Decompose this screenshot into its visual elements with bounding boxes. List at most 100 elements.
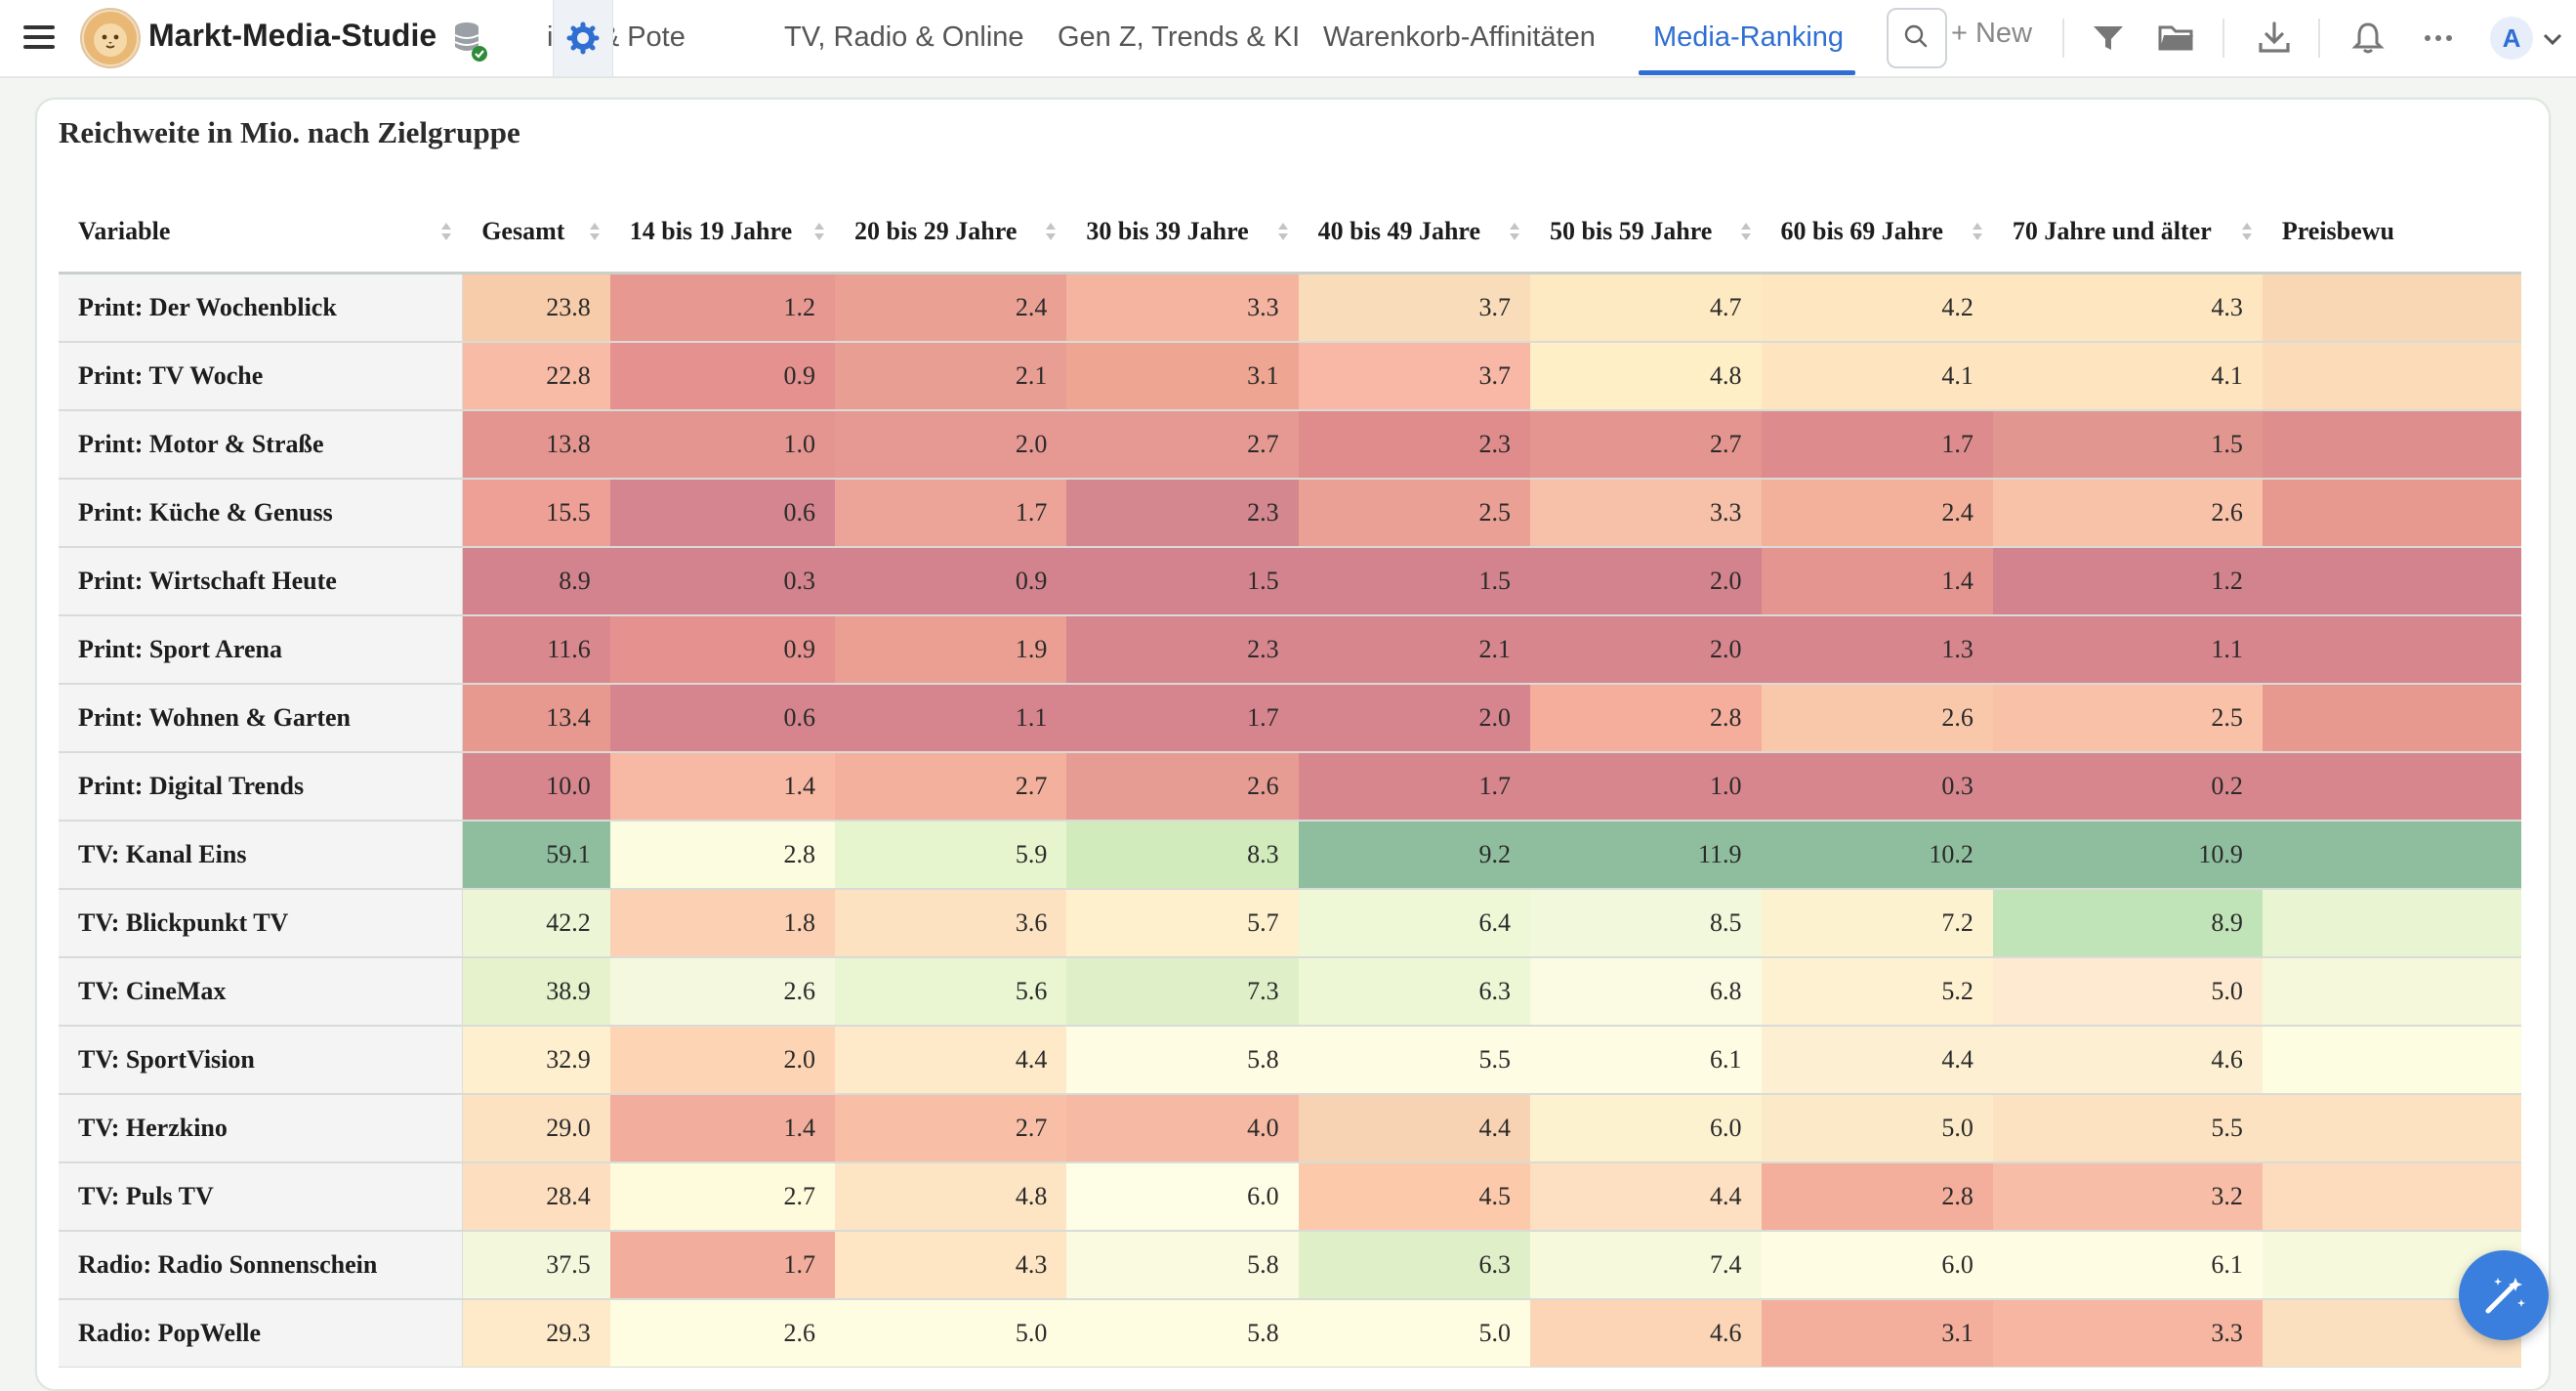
table-cell: 3.3 bbox=[1066, 273, 1299, 343]
data-table-viewport[interactable]: Variable Gesamt 14 bis 19 Jahre 20 bis 29 J… bbox=[59, 191, 2521, 1368]
table-cell: 5.0 bbox=[1761, 1094, 1993, 1163]
table-cell: 1.3 bbox=[1761, 615, 1993, 685]
table-cell: 1.8 bbox=[609, 889, 835, 958]
tab-genz-trends-ki[interactable]: Gen Z, Trends & KI bbox=[1058, 21, 1301, 53]
table-cell: 6.1 bbox=[1992, 1231, 2263, 1300]
row-label: Print: Sport Arena bbox=[59, 615, 463, 685]
table-cell: 0.6 bbox=[609, 684, 835, 753]
table-row[interactable]: TV: CineMax 38.9 2.6 5.6 7.3 6.3 6.8 5.2 5.0 bbox=[59, 957, 2521, 1027]
tab-media-ranking[interactable]: Media-Ranking bbox=[1653, 21, 1845, 53]
table-cell: 0.3 bbox=[1761, 752, 1993, 822]
table-cell: 2.6 bbox=[1761, 684, 1993, 753]
sort-icon[interactable] bbox=[1740, 221, 1752, 242]
table-cell bbox=[2262, 1162, 2521, 1232]
folder-icon[interactable] bbox=[2156, 18, 2197, 59]
table-cell bbox=[2262, 273, 2521, 343]
magic-wand-button[interactable] bbox=[2459, 1250, 2549, 1340]
table-cell: 5.5 bbox=[1992, 1094, 2263, 1163]
table-cell: 13.4 bbox=[462, 684, 610, 753]
top-bar: Markt-Media-Studie iten & Pote TV, Radio… bbox=[0, 0, 2576, 78]
avatar[interactable]: A bbox=[2490, 17, 2533, 60]
ellipsis-icon[interactable] bbox=[2418, 18, 2459, 59]
sort-icon[interactable] bbox=[1277, 221, 1289, 242]
table-cell: 7.4 bbox=[1529, 1231, 1762, 1300]
table-row[interactable]: TV: SportVision 32.9 2.0 4.4 5.8 5.5 6.1 4.4 4.6 bbox=[59, 1026, 2521, 1095]
table-row[interactable]: Radio: PopWelle 29.3 2.6 5.0 5.8 5.0 4.6 3.1 3.3 bbox=[59, 1299, 2521, 1368]
table-cell: 2.6 bbox=[609, 957, 835, 1027]
hamburger-icon[interactable] bbox=[21, 21, 61, 55]
column-header-variable[interactable]: Variable bbox=[59, 191, 463, 274]
row-label: Print: Der Wochenblick bbox=[59, 273, 463, 343]
column-header[interactable]: Gesamt bbox=[462, 191, 610, 274]
table-row[interactable]: Print: TV Woche 22.8 0.9 2.1 3.1 3.7 4.8 4.1 4.1 bbox=[59, 342, 2521, 411]
table-cell: 2.7 bbox=[609, 1162, 835, 1232]
magic-wand-icon bbox=[2485, 1278, 2525, 1314]
table-row[interactable]: TV: Herzkino 29.0 1.4 2.7 4.0 4.4 6.0 5.0 5.5 bbox=[59, 1094, 2521, 1163]
column-header[interactable]: 30 bis 39 Jahre bbox=[1066, 191, 1299, 274]
table-cell: 3.1 bbox=[1066, 342, 1299, 411]
table-row[interactable]: TV: Kanal Eins 59.1 2.8 5.9 8.3 9.2 11.9 10.2 10… bbox=[59, 821, 2521, 890]
sort-icon[interactable] bbox=[1509, 221, 1520, 242]
sort-icon[interactable] bbox=[589, 221, 601, 242]
new-button[interactable]: + New bbox=[1951, 18, 2033, 49]
table-row[interactable]: Print: Sport Arena 11.6 0.9 1.9 2.3 2.1 2.0 1.3… bbox=[59, 615, 2521, 685]
table-cell: 1.5 bbox=[1298, 547, 1530, 616]
table-cell: 13.8 bbox=[462, 410, 610, 480]
table-cell bbox=[2262, 752, 2521, 822]
settings-button[interactable] bbox=[553, 0, 613, 76]
search-button[interactable] bbox=[1887, 8, 1947, 68]
chevron-down-icon[interactable] bbox=[2541, 27, 2564, 51]
database-icon[interactable] bbox=[451, 20, 488, 63]
table-cell bbox=[2262, 1094, 2521, 1163]
table-row[interactable]: Print: Wirtschaft Heute 8.9 0.3 0.9 1.5 1.5 2.… bbox=[59, 547, 2521, 616]
table-cell: 6.1 bbox=[1529, 1026, 1762, 1095]
table-cell: 0.3 bbox=[609, 547, 835, 616]
tab-tv-radio-online[interactable]: TV, Radio & Online bbox=[784, 21, 1024, 53]
table-cell: 3.1 bbox=[1761, 1299, 1993, 1368]
table-cell: 1.4 bbox=[1761, 547, 1993, 616]
table-cell bbox=[2262, 547, 2521, 616]
sort-icon[interactable] bbox=[2241, 221, 2253, 242]
row-label: TV: CineMax bbox=[59, 957, 463, 1027]
tab-warenkorb-affinitaeten[interactable]: Warenkorb-Affinitäten bbox=[1323, 21, 1596, 53]
table-cell bbox=[2262, 821, 2521, 890]
table-body: Print: Der Wochenblick 23.8 1.2 2.4 3.3 3.7 4.… bbox=[59, 273, 2521, 1368]
status-check-badge bbox=[472, 46, 487, 62]
sort-icon[interactable] bbox=[440, 221, 452, 242]
table-cell: 5.5 bbox=[1298, 1026, 1530, 1095]
sort-icon[interactable] bbox=[1972, 221, 1983, 242]
table-cell: 8.3 bbox=[1066, 821, 1299, 890]
table-cell: 4.6 bbox=[1992, 1026, 2263, 1095]
table-cell: 6.0 bbox=[1529, 1094, 1762, 1163]
table-row[interactable]: Print: Digital Trends 10.0 1.4 2.7 2.6 1.7 1.0… bbox=[59, 752, 2521, 822]
column-header[interactable]: 40 bis 49 Jahre bbox=[1298, 191, 1530, 274]
table-cell: 29.0 bbox=[462, 1094, 610, 1163]
column-header[interactable]: 14 bis 19 Jahre bbox=[609, 191, 835, 274]
table-row[interactable]: Print: Küche & Genuss 15.5 0.6 1.7 2.3 2.5 3.3… bbox=[59, 479, 2521, 548]
table-cell: 1.1 bbox=[834, 684, 1067, 753]
bell-icon[interactable] bbox=[2347, 18, 2389, 59]
table-cell: 0.2 bbox=[1992, 752, 2263, 822]
column-header[interactable]: 70 Jahre und älter bbox=[1992, 191, 2263, 274]
download-icon[interactable] bbox=[2254, 18, 2295, 59]
table-row[interactable]: Radio: Radio Sonnenschein 37.5 1.7 4.3 5.8 6.… bbox=[59, 1231, 2521, 1300]
table-row[interactable]: TV: Blickpunkt TV 42.2 1.8 3.6 5.7 6.4 8.5 7.2 8… bbox=[59, 889, 2521, 958]
table-row[interactable]: Print: Der Wochenblick 23.8 1.2 2.4 3.3 3.7 4.… bbox=[59, 273, 2521, 343]
table-cell: 4.4 bbox=[834, 1026, 1067, 1095]
column-header[interactable]: 50 bis 59 Jahre bbox=[1529, 191, 1762, 274]
filter-icon[interactable] bbox=[2088, 18, 2129, 59]
column-header[interactable]: 20 bis 29 Jahre bbox=[834, 191, 1067, 274]
row-label: Radio: PopWelle bbox=[59, 1299, 463, 1368]
sort-icon[interactable] bbox=[1045, 221, 1057, 242]
data-table: Variable Gesamt 14 bis 19 Jahre 20 bis 29 J… bbox=[59, 191, 2521, 1368]
sort-icon[interactable] bbox=[813, 221, 825, 242]
column-header[interactable]: 60 bis 69 Jahre bbox=[1761, 191, 1993, 274]
table-cell: 5.2 bbox=[1761, 957, 1993, 1027]
table-cell: 3.7 bbox=[1298, 342, 1530, 411]
row-label: TV: SportVision bbox=[59, 1026, 463, 1095]
row-label: TV: Blickpunkt TV bbox=[59, 889, 463, 958]
table-row[interactable]: TV: Puls TV 28.4 2.7 4.8 6.0 4.5 4.4 2.8 3.2 bbox=[59, 1162, 2521, 1232]
table-row[interactable]: Print: Motor & Straße 13.8 1.0 2.0 2.7 2.3 2.7… bbox=[59, 410, 2521, 480]
table-row[interactable]: Print: Wohnen & Garten 13.4 0.6 1.1 1.7 2.0 2.… bbox=[59, 684, 2521, 753]
column-header[interactable]: Preisbewu bbox=[2262, 191, 2521, 274]
